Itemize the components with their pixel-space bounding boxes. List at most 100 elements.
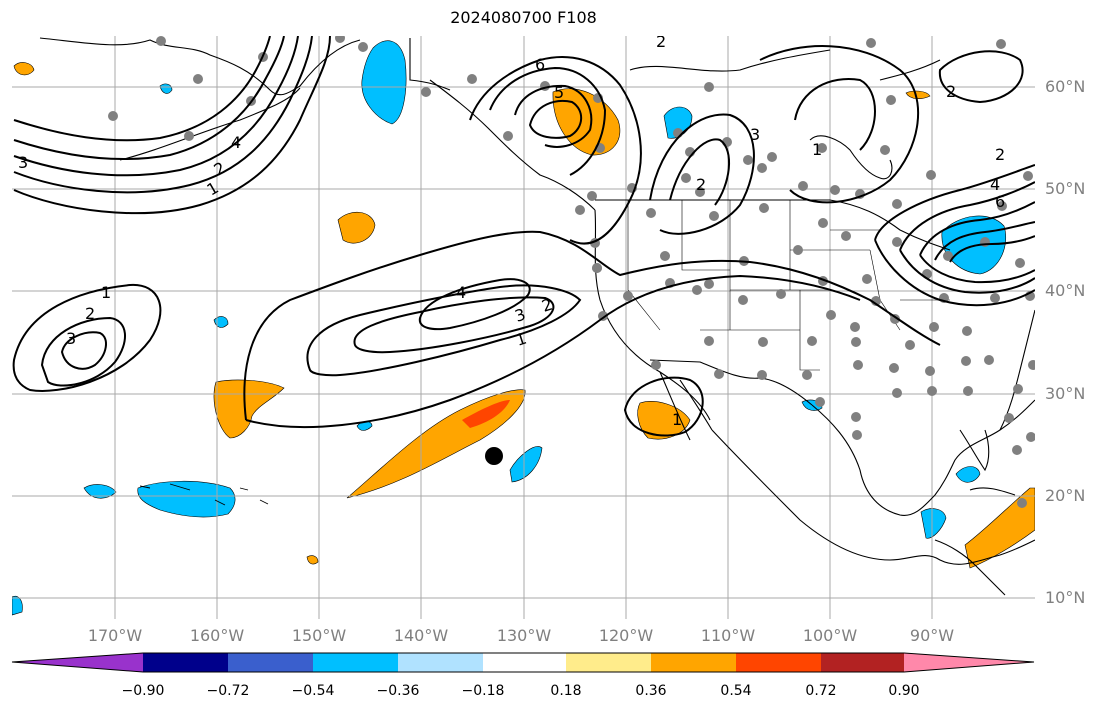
lon-label: 100°W [802,626,858,645]
alaska-coast [39,37,361,96]
lon-label: 150°W [291,626,347,645]
colorbar-segment-extend-high [904,653,1034,672]
blue-region-florida [955,466,981,483]
lat-label: 60°N [1045,77,1086,96]
contour-label: 2 [995,145,1005,164]
blue-region-yucatan [920,508,947,539]
colorbar [11,652,1035,673]
lat-label: 20°N [1045,486,1086,505]
contour-label: 3 [18,153,28,172]
colorbar-segment [736,653,821,672]
lon-label: 120°W [598,626,654,645]
contour-label: 3 [66,329,76,348]
orange-region-central-america [964,487,1035,569]
contour-alaska-4 [13,36,285,160]
lat-label: 30°N [1045,384,1086,403]
hudson-bay [809,135,893,180]
canada-north-coast [409,38,941,91]
colorbar-tick-label: −0.36 [376,683,420,699]
colorbar-segment-extend-low [12,653,143,672]
orange-region-hudson [905,90,931,99]
contour-gl-3 [919,201,1035,256]
contour-label: 1 [101,283,111,302]
contour-ne-pacific-4 [418,278,531,331]
colorbar-tick-label: −0.90 [121,683,165,699]
lon-label: 140°W [393,626,449,645]
colorbar-tick-label: 0.18 [550,683,582,699]
colorbar-segment [398,653,483,672]
contour-west-2 [40,316,127,387]
contour-label: 3 [750,125,760,144]
contour-baja-1 [623,376,704,437]
colorbar-tick-label: −0.18 [461,683,505,699]
florida [959,429,990,472]
contour-west-3 [60,331,107,370]
contour-lines [12,36,1035,437]
islands [139,483,269,506]
contour-gl-6 [874,239,1035,307]
lon-label: 110°W [700,626,756,645]
colorbar-segment [651,653,736,672]
contour-alaska-2 [13,36,313,194]
contour-label: 2 [656,32,666,51]
cuba [969,487,1016,496]
colorbar-segment [566,653,651,672]
lat-label: 10°N [1045,588,1086,607]
lat-label: 40°N [1045,281,1086,300]
alaska-south-coast [119,87,301,161]
alaska-panhandle [429,79,596,211]
us-west-coast [594,209,711,421]
storm-position-marker [485,447,503,465]
central-america [934,539,1006,596]
contour-label: 6 [995,192,1005,211]
contour-pnw-4 [528,100,583,139]
contour-alaska-5 [13,36,271,142]
colorbar-tick-label: 0.54 [720,683,752,699]
contour-label: 5 [554,83,564,102]
colorbar-segment [821,653,904,672]
contour-canada-2 [669,138,731,206]
colorbar-outline [11,652,1035,673]
contour-label: 2 [85,304,95,323]
contour-pnw-2 [489,66,607,176]
contour-label: 4 [456,283,466,302]
contour-west-1 [12,283,162,392]
grid-lines [12,36,1035,619]
colorbar-tick-label: −0.72 [206,683,250,699]
contour-gl-5 [949,235,1035,263]
contour-pnw-1 [469,56,642,245]
contour-ne-pacific-3 [353,296,555,354]
contour-gl-7 [899,249,1035,294]
contour-label: 2 [696,175,706,194]
red-region-north-pacific [462,400,510,428]
contour-pnw-3 [514,84,593,148]
colorbar-tick-label: −0.54 [291,683,335,699]
gulf-of-mexico [811,399,1035,516]
contour-gl-1 [874,164,1035,241]
contour-label: 2 [946,82,956,101]
colorbar-segment [228,653,313,672]
contour-label-group: 1 2 3 4 5 6 1 2 3 4 1 2 3 1 2 3 2 4 6 2 … [18,32,1005,429]
map-title: 2024080700 F108 [450,8,597,27]
mexico-coast [711,429,1035,565]
orange-region-small-pacific [337,212,376,244]
contour-hudson-1 [938,50,1024,104]
lat-label: 50°N [1045,179,1086,198]
contour-alaska-3 [13,36,299,177]
us-canada-border [595,199,951,251]
contour-canada-4 [794,78,876,151]
contour-alaska-1 [13,36,331,215]
lon-label: 90°W [909,626,955,645]
blue-region-east-pacific [509,446,543,483]
colorbar-tick-label: 0.36 [635,683,667,699]
contour-gl-2 [899,181,1035,251]
lon-label: 160°W [189,626,245,645]
contour-canada-1 [649,113,755,235]
blue-region-small-3 [159,83,173,94]
blue-region-gulf-alaska [361,40,407,125]
orange-region-alaska-nw [13,62,35,76]
colorbar-segment [313,653,398,672]
blue-region-hawaii-west [137,480,236,518]
contour-label: 1 [672,410,682,429]
